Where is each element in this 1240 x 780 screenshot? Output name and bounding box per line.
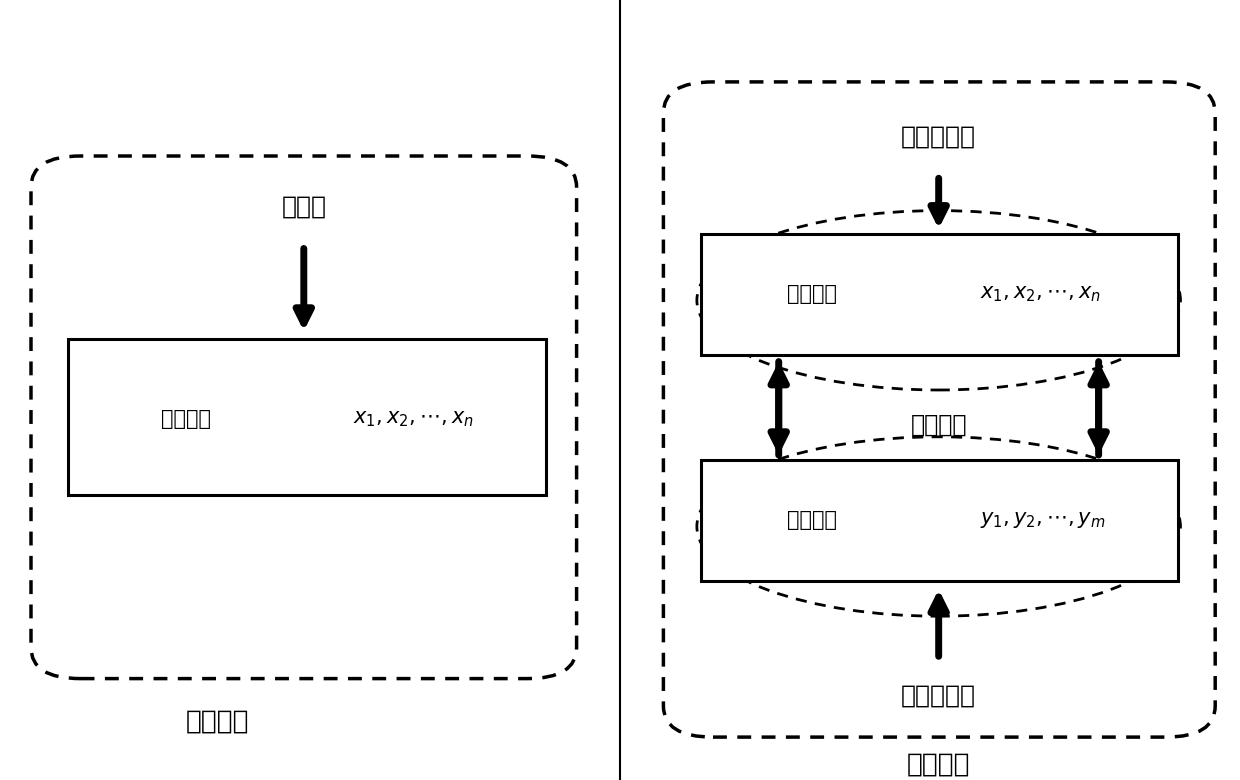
Text: 决策变量: 决策变量 bbox=[161, 409, 211, 429]
Bar bbox=[701, 460, 1178, 581]
Text: 决策变量: 决策变量 bbox=[787, 284, 837, 304]
Text: 二层决策: 二层决策 bbox=[906, 751, 971, 778]
Text: 决策变量: 决策变量 bbox=[910, 413, 967, 437]
Bar bbox=[68, 339, 546, 495]
Text: 下层决策者: 下层决策者 bbox=[901, 684, 976, 707]
Text: 决策者: 决策者 bbox=[281, 195, 326, 218]
FancyBboxPatch shape bbox=[31, 156, 577, 679]
Text: 上层决策者: 上层决策者 bbox=[901, 125, 976, 148]
Text: $x_1, x_2, \cdots, x_n$: $x_1, x_2, \cdots, x_n$ bbox=[353, 409, 474, 429]
Bar bbox=[701, 234, 1178, 355]
Text: $y_1, y_2, \cdots, y_m$: $y_1, y_2, \cdots, y_m$ bbox=[980, 510, 1105, 530]
Text: $x_1, x_2, \cdots, x_n$: $x_1, x_2, \cdots, x_n$ bbox=[980, 284, 1100, 304]
Text: 决策变量: 决策变量 bbox=[787, 510, 837, 530]
FancyBboxPatch shape bbox=[663, 82, 1215, 737]
Text: 单层决策: 单层决策 bbox=[185, 708, 249, 735]
